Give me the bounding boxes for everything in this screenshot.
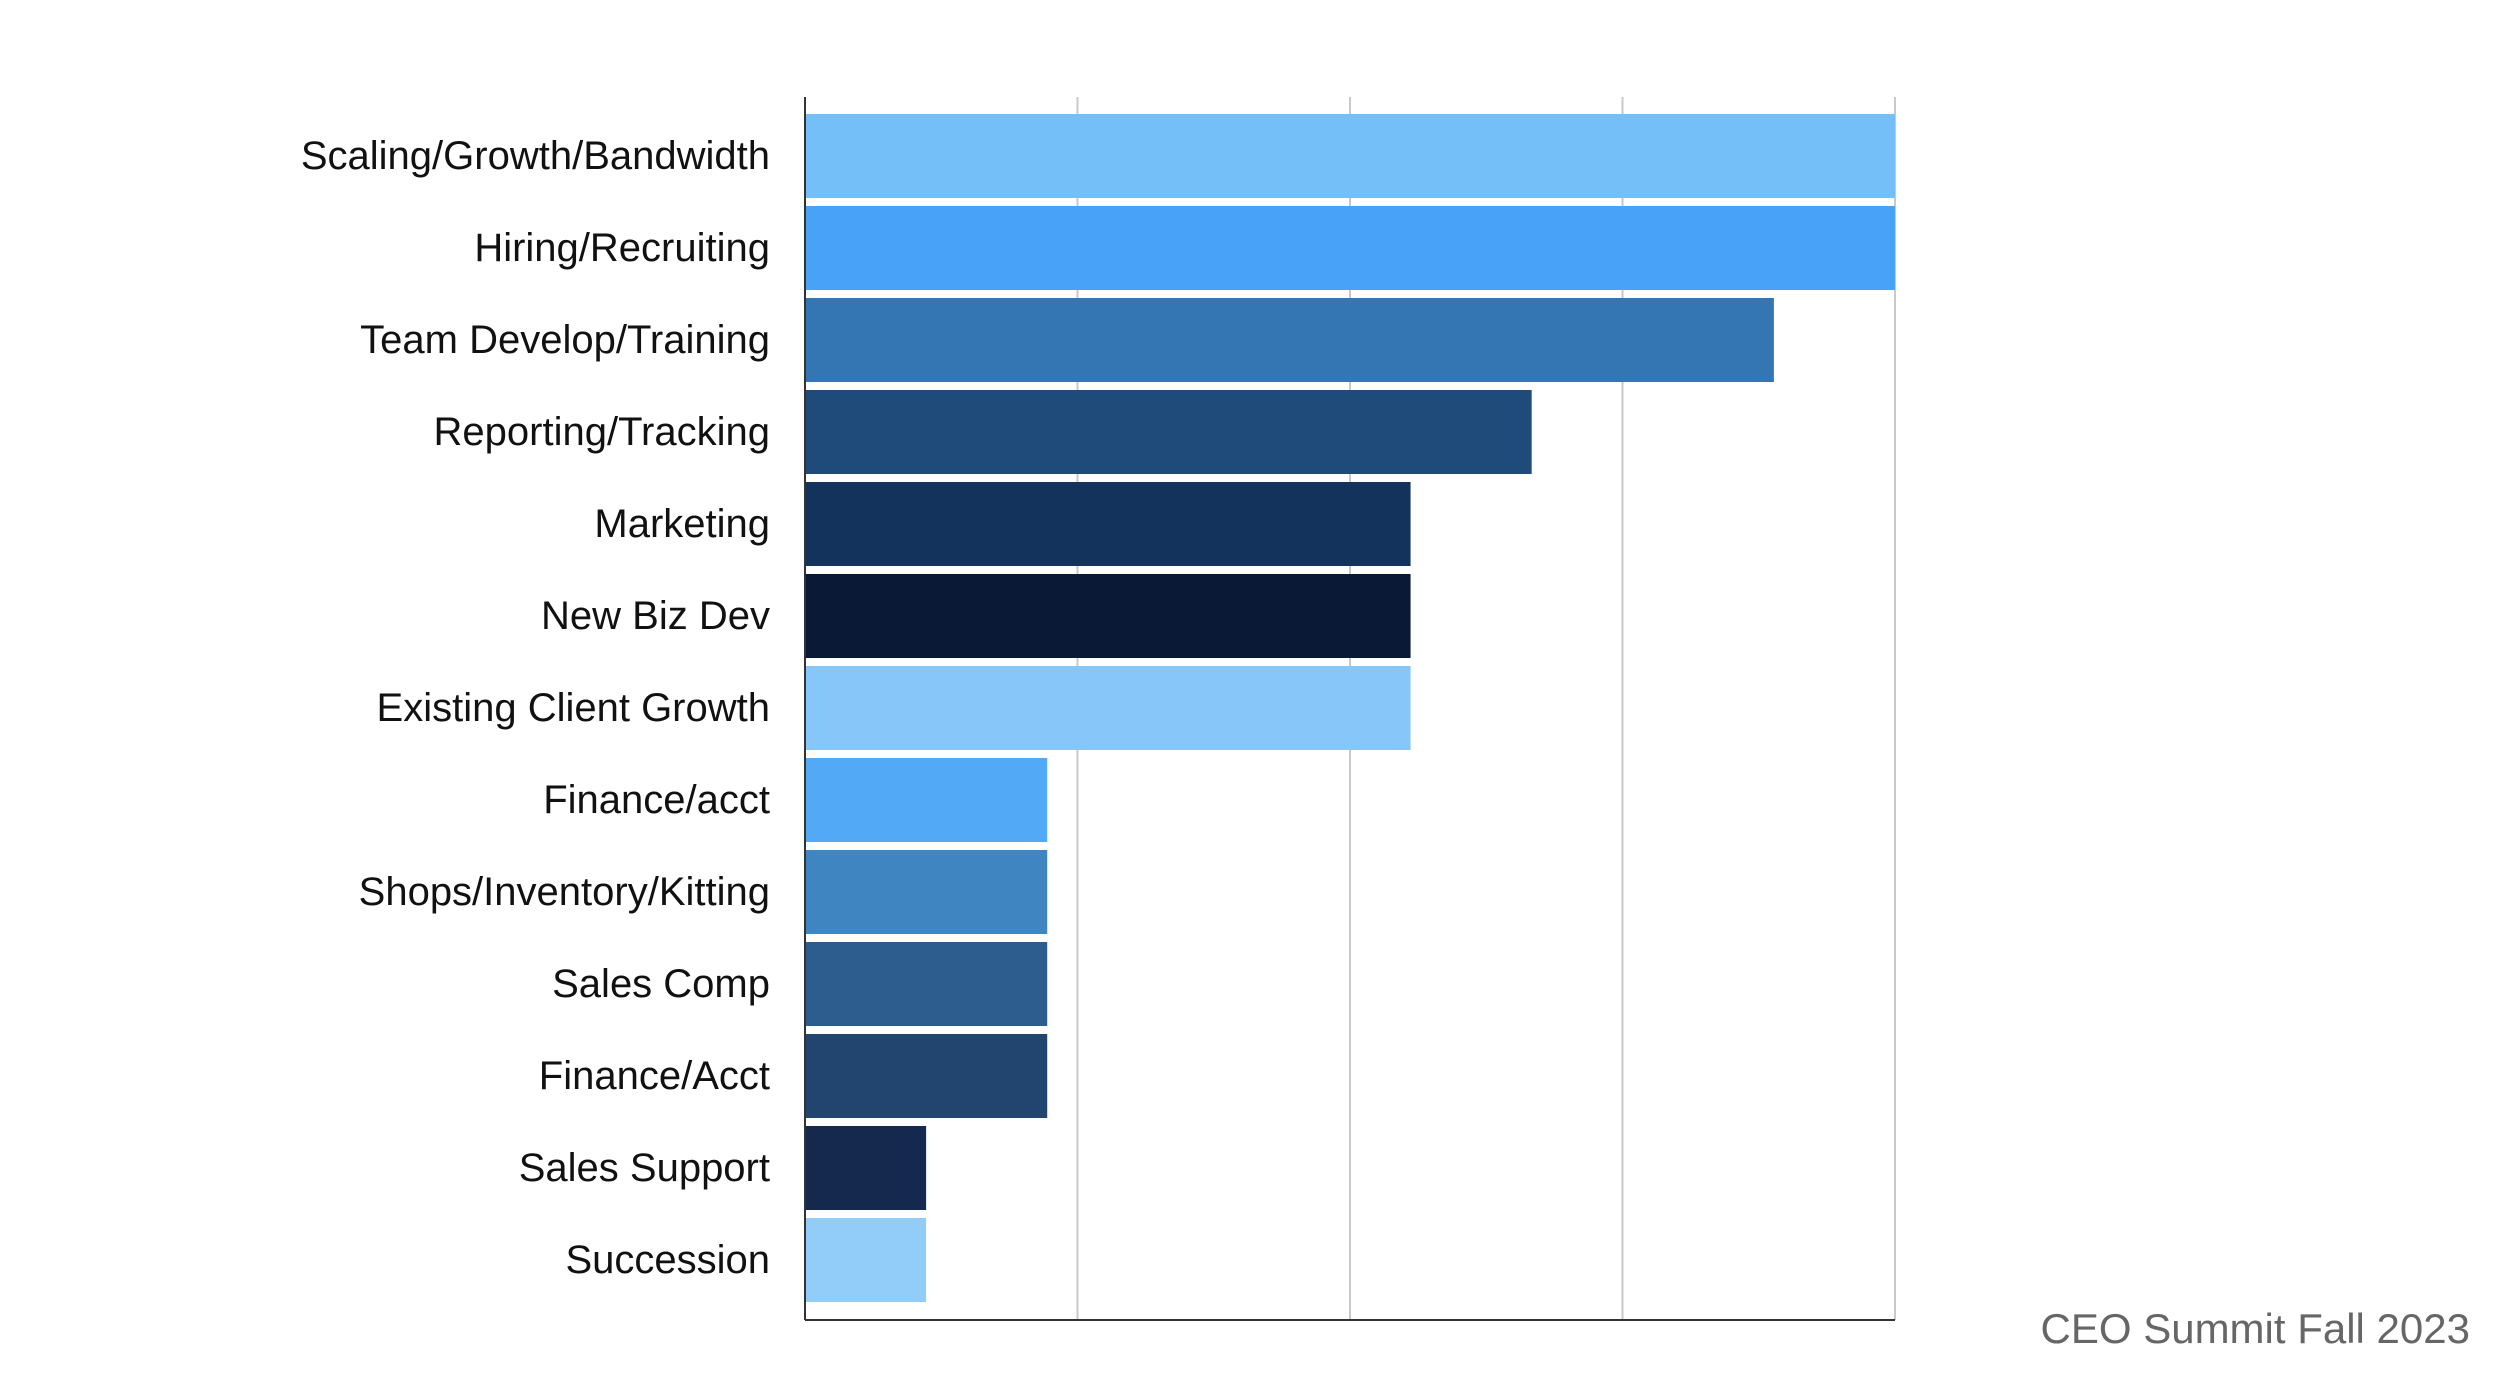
axes xyxy=(804,97,1895,1321)
bar xyxy=(805,942,1048,1026)
category-label: Finance/Acct xyxy=(539,1054,770,1098)
bar xyxy=(805,482,1411,566)
bar xyxy=(805,390,1532,474)
bar xyxy=(805,1126,927,1210)
category-label: New Biz Dev xyxy=(541,594,770,638)
category-label: Succession xyxy=(565,1238,770,1282)
bar xyxy=(805,850,1048,934)
category-label: Marketing xyxy=(594,502,770,546)
bars xyxy=(805,114,1895,1302)
category-label: Scaling/Growth/Bandwidth xyxy=(301,134,770,178)
category-label: Hiring/Recruiting xyxy=(474,226,770,270)
category-label: Reporting/Tracking xyxy=(434,410,770,454)
bar xyxy=(805,758,1048,842)
category-label: Sales Support xyxy=(519,1146,770,1190)
bar xyxy=(805,114,1895,198)
footer-caption: CEO Summit Fall 2023 xyxy=(2040,1305,2470,1352)
category-label: Finance/acct xyxy=(543,778,770,822)
bar xyxy=(805,1218,927,1302)
bar xyxy=(805,298,1774,382)
bar xyxy=(805,574,1411,658)
category-label: Existing Client Growth xyxy=(377,686,770,730)
category-labels: Scaling/Growth/Bandwidth Hiring/Recruitin… xyxy=(301,134,770,1282)
bar xyxy=(805,666,1411,750)
category-label: Sales Comp xyxy=(552,962,770,1006)
bar xyxy=(805,206,1895,290)
bar xyxy=(805,1034,1048,1118)
category-label: Team Develop/Training xyxy=(360,318,770,362)
category-label: Shops/Inventory/Kitting xyxy=(359,870,770,914)
